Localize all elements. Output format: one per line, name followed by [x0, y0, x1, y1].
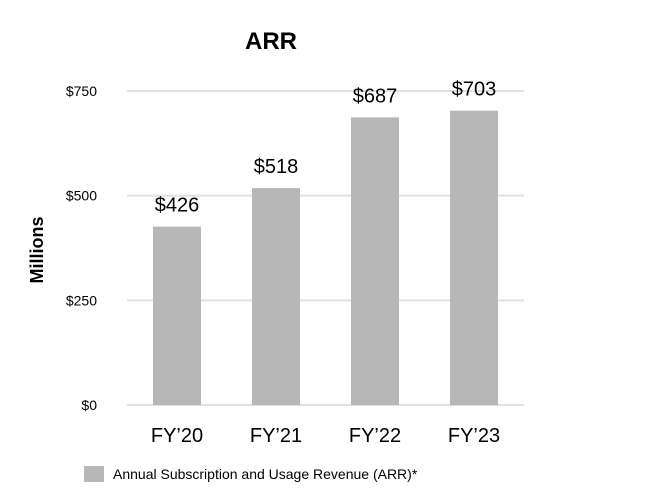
x-tick-label: FY’20: [151, 425, 203, 447]
bar: [153, 226, 201, 405]
bar: [252, 188, 300, 405]
data-label: $703: [452, 79, 497, 101]
x-tick-label: FY’21: [250, 425, 302, 447]
x-axis-ticks: FY’20 FY’21 FY’22 FY’23: [151, 425, 500, 447]
x-tick-label: FY’23: [448, 425, 500, 447]
x-tick-label: FY’22: [349, 425, 401, 447]
data-labels: $426 $518 $687 $703: [155, 79, 497, 217]
bar: [450, 110, 498, 405]
legend: Annual Subscription and Usage Revenue (A…: [84, 466, 418, 482]
data-label: $518: [254, 156, 299, 178]
y-tick-label: $0: [81, 397, 97, 413]
data-label: $426: [155, 195, 200, 217]
data-label: $687: [353, 85, 398, 107]
y-axis-label: Millions: [27, 217, 47, 284]
legend-swatch: [84, 466, 104, 482]
y-tick-label: $750: [66, 83, 97, 99]
y-tick-label: $500: [66, 188, 97, 204]
bars: [153, 110, 498, 405]
bar: [351, 117, 399, 405]
y-tick-label: $250: [66, 292, 97, 308]
y-axis-ticks: $0 $250 $500 $750: [66, 83, 97, 413]
chart-title: ARR: [245, 28, 297, 55]
legend-label: Annual Subscription and Usage Revenue (A…: [113, 466, 418, 482]
